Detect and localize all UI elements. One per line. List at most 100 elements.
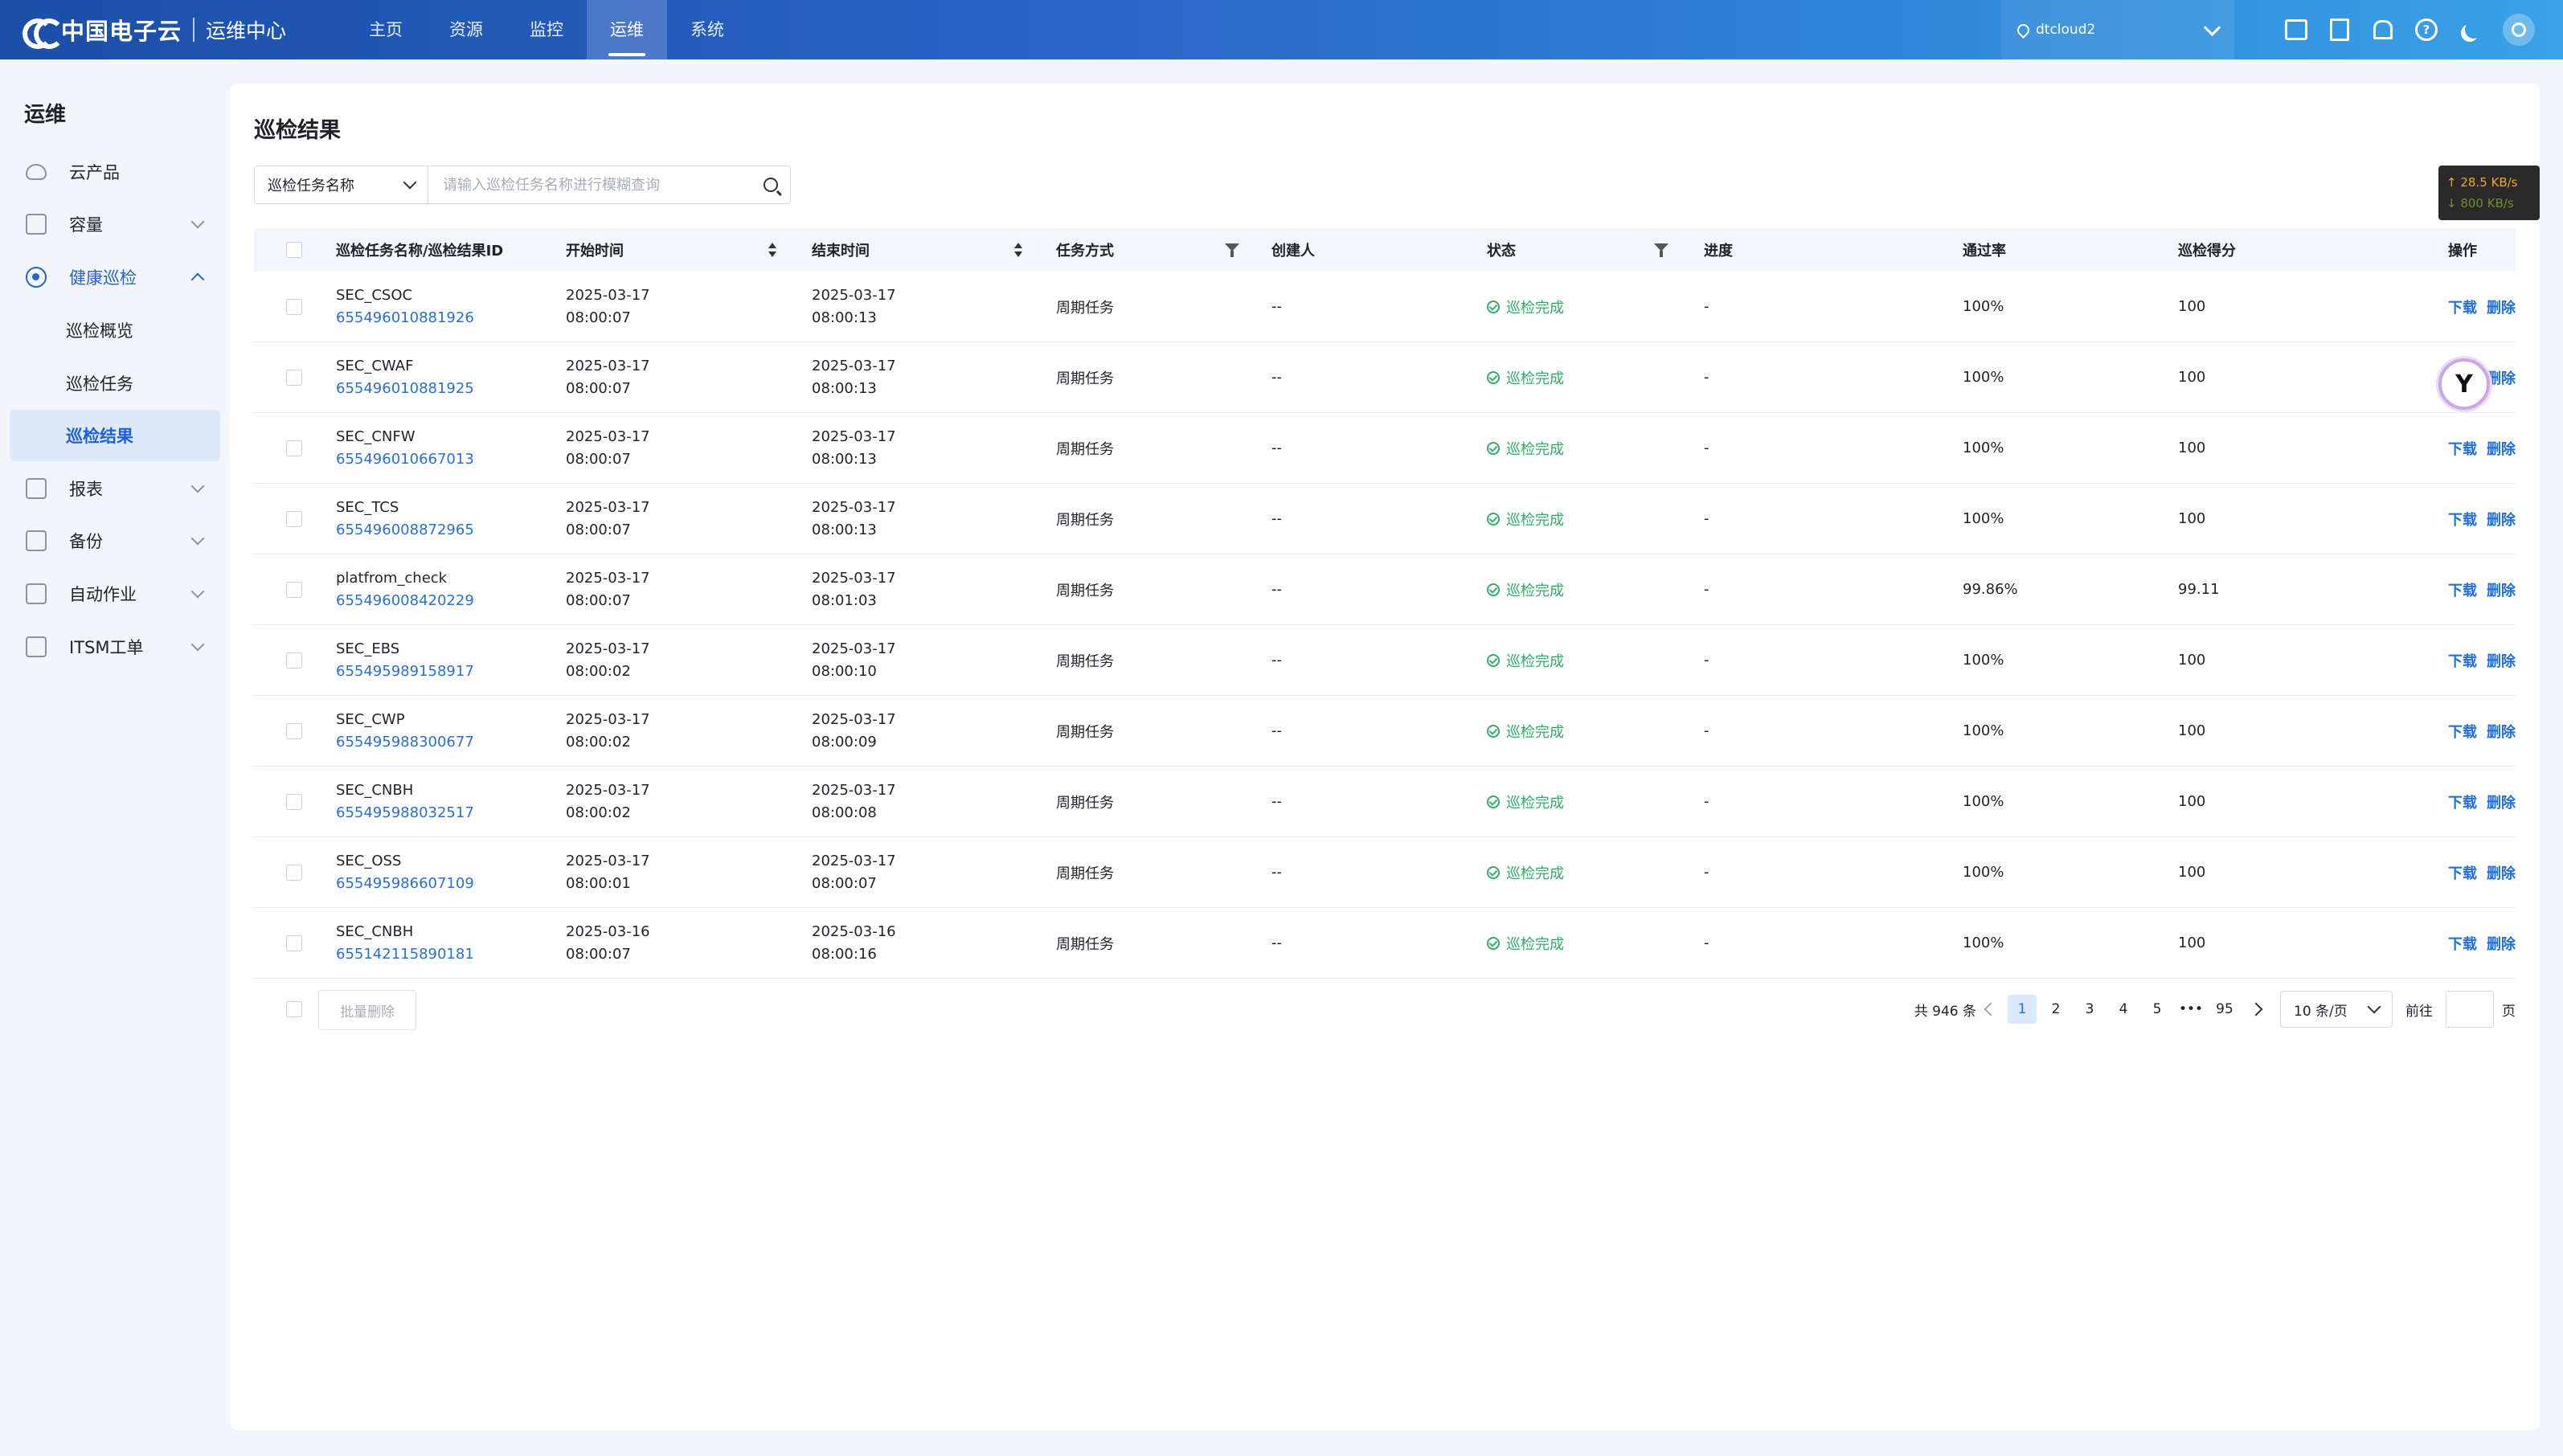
ticket-icon bbox=[26, 636, 47, 657]
prev-page-icon[interactable] bbox=[1984, 1002, 1998, 1016]
row-checkbox[interactable] bbox=[286, 440, 302, 456]
result-id-link[interactable]: 655496010881926 bbox=[336, 309, 474, 326]
screen-button[interactable] bbox=[2274, 0, 2318, 59]
download-link[interactable]: 下载 bbox=[2448, 440, 2477, 458]
result-id-link[interactable]: 655496010881925 bbox=[336, 379, 474, 397]
docs-button[interactable] bbox=[2318, 0, 2361, 59]
next-page-icon[interactable] bbox=[2249, 1002, 2263, 1016]
delete-link[interactable]: 删除 bbox=[2487, 370, 2516, 387]
sidebar-sub-results[interactable]: 巡检结果 bbox=[10, 410, 220, 461]
help-button[interactable]: ? bbox=[2405, 0, 2448, 59]
floating-assistant-button[interactable]: Y bbox=[2438, 358, 2490, 410]
row-checkbox[interactable] bbox=[286, 369, 302, 386]
start-time: 08:00:02 bbox=[566, 733, 631, 750]
nav-monitoring[interactable]: 监控 bbox=[530, 20, 563, 39]
nav-home[interactable]: 主页 bbox=[369, 20, 403, 39]
theme-toggle-button[interactable] bbox=[2448, 0, 2491, 59]
cell: 2025-03-17 08:00:09 bbox=[812, 696, 1022, 766]
status-text: 巡检完成 bbox=[1506, 511, 1564, 529]
sidebar-sub-tasks[interactable]: 巡检任务 bbox=[66, 374, 133, 394]
delete-link[interactable]: 删除 bbox=[2487, 299, 2516, 317]
row-checkbox[interactable] bbox=[286, 510, 302, 527]
result-id-link[interactable]: 655495988300677 bbox=[336, 733, 474, 750]
delete-link[interactable]: 删除 bbox=[2487, 865, 2516, 882]
download-link[interactable]: 下载 bbox=[2448, 511, 2477, 529]
score: 100 bbox=[2178, 652, 2206, 669]
col-status[interactable]: 状态 bbox=[1487, 228, 1668, 272]
logo[interactable]: 中国电子云 运维中心 bbox=[23, 0, 286, 59]
sidebar-item-label: 备份 bbox=[69, 532, 103, 551]
search-button[interactable] bbox=[751, 166, 790, 203]
download-link[interactable]: 下载 bbox=[2448, 865, 2477, 882]
row-checkbox[interactable] bbox=[286, 793, 302, 810]
sidebar-item-backup[interactable]: 备份 bbox=[10, 515, 220, 566]
page-size-select[interactable]: 10 条/页 bbox=[2280, 991, 2393, 1028]
sidebar-item-health-check[interactable]: 健康巡检 bbox=[10, 252, 220, 303]
download-link[interactable]: 下载 bbox=[2448, 794, 2477, 812]
row-checkbox[interactable] bbox=[286, 298, 302, 315]
nav-operations[interactable]: 运维 bbox=[587, 0, 667, 59]
delete-link[interactable]: 删除 bbox=[2487, 794, 2516, 812]
goto-page-input[interactable] bbox=[2446, 991, 2494, 1028]
col-start-time[interactable]: 开始时间 bbox=[566, 228, 776, 272]
col-mode[interactable]: 任务方式 bbox=[1056, 228, 1239, 272]
search-field-select[interactable]: 巡检任务名称 bbox=[255, 166, 428, 203]
sidebar-item-automation[interactable]: 自动作业 bbox=[10, 568, 220, 620]
sidebar-item-reports[interactable]: 报表 bbox=[10, 463, 220, 514]
page-ellipsis[interactable]: ••• bbox=[2178, 1001, 2204, 1017]
row-checkbox[interactable] bbox=[286, 864, 302, 881]
download-link[interactable]: 下载 bbox=[2448, 652, 2477, 670]
cell: 2025-03-17 08:00:13 bbox=[812, 272, 1022, 342]
user-avatar[interactable] bbox=[2503, 14, 2535, 46]
download-link[interactable]: 下载 bbox=[2448, 935, 2477, 953]
cell: 2025-03-17 08:00:07 bbox=[566, 342, 776, 412]
delete-link[interactable]: 删除 bbox=[2487, 723, 2516, 741]
sidebar-item-itsm[interactable]: ITSM工单 bbox=[10, 621, 220, 673]
page-3[interactable]: 3 bbox=[2085, 1001, 2094, 1017]
delete-link[interactable]: 删除 bbox=[2487, 582, 2516, 599]
result-id-link[interactable]: 655495986607109 bbox=[336, 874, 474, 892]
sidebar-item-cloud-products[interactable]: 云产品 bbox=[10, 146, 220, 198]
bulk-delete-button[interactable]: 批量删除 bbox=[318, 990, 416, 1030]
delete-link[interactable]: 删除 bbox=[2487, 440, 2516, 458]
download-link[interactable]: 下载 bbox=[2448, 299, 2477, 317]
page-95[interactable]: 95 bbox=[2216, 1001, 2233, 1017]
result-id-link[interactable]: 655495989158917 bbox=[336, 662, 474, 680]
region-selector[interactable]: dtcloud2 bbox=[2001, 0, 2234, 59]
page-5[interactable]: 5 bbox=[2152, 1001, 2162, 1017]
sidebar-sub-overview[interactable]: 巡检概览 bbox=[66, 321, 133, 341]
search-input[interactable] bbox=[428, 166, 751, 203]
download-link[interactable]: 下载 bbox=[2448, 723, 2477, 741]
result-id-link[interactable]: 655495988032517 bbox=[336, 804, 474, 821]
result-id-link[interactable]: 655142115890181 bbox=[336, 945, 474, 963]
result-id-link[interactable]: 655496010667013 bbox=[336, 450, 474, 468]
delete-link[interactable]: 删除 bbox=[2487, 935, 2516, 953]
target-icon bbox=[26, 267, 47, 288]
result-id-link[interactable]: 655496008872965 bbox=[336, 521, 474, 538]
notifications-button[interactable] bbox=[2361, 0, 2405, 59]
row-checkbox[interactable] bbox=[286, 652, 302, 669]
page-1[interactable]: 1 bbox=[2008, 995, 2037, 1024]
row-checkbox[interactable] bbox=[286, 581, 302, 598]
footer-select-checkbox[interactable] bbox=[286, 1001, 302, 1017]
result-id-link[interactable]: 655496008420229 bbox=[336, 591, 474, 609]
row-checkbox[interactable] bbox=[286, 722, 302, 739]
cell: 100 bbox=[2178, 696, 2339, 766]
delete-link[interactable]: 删除 bbox=[2487, 652, 2516, 670]
sidebar-item-label: 报表 bbox=[69, 480, 103, 499]
row-checkbox[interactable] bbox=[286, 935, 302, 951]
select-all-checkbox[interactable] bbox=[286, 242, 302, 258]
page-2[interactable]: 2 bbox=[2051, 1001, 2061, 1017]
cell: 100% bbox=[1963, 484, 2123, 554]
sidebar-item-capacity[interactable]: 容量 bbox=[10, 198, 220, 250]
cell: 周期任务 bbox=[1056, 413, 1238, 483]
page-4[interactable]: 4 bbox=[2119, 1001, 2128, 1017]
cell: 周期任务 bbox=[1056, 342, 1238, 412]
download-link[interactable]: 下载 bbox=[2448, 582, 2477, 599]
nav-system[interactable]: 系统 bbox=[690, 20, 724, 39]
col-end-time[interactable]: 结束时间 bbox=[812, 228, 1022, 272]
row-actions: 下载删除 bbox=[2448, 297, 2525, 317]
nav-resources[interactable]: 资源 bbox=[449, 20, 483, 39]
delete-link[interactable]: 删除 bbox=[2487, 511, 2516, 529]
end-date: 2025-03-17 bbox=[812, 357, 896, 374]
